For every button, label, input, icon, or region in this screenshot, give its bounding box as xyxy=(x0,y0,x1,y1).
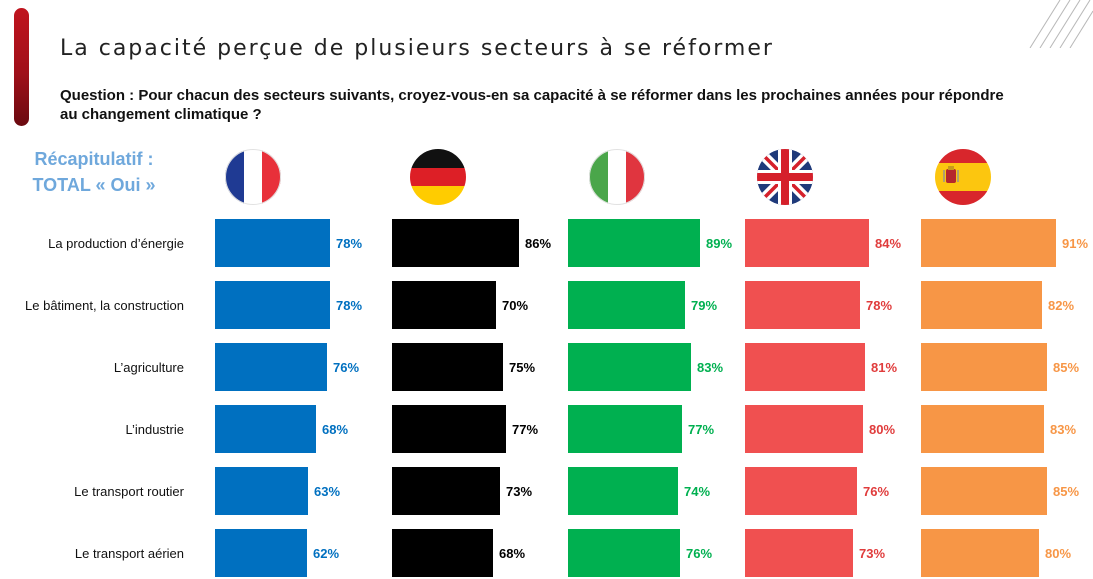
bar-spain-5 xyxy=(921,467,1047,515)
italy-flag-icon xyxy=(589,149,645,205)
category-label-le-transport-aerien: Le transport aérien xyxy=(74,546,184,561)
value-label-france-2: 78% xyxy=(336,298,363,313)
bar-italy-3 xyxy=(568,343,691,391)
germany-flag-icon xyxy=(410,149,466,205)
value-label-france-6: 62% xyxy=(313,546,340,561)
bar-uk-5 xyxy=(745,467,857,515)
bar-spain-3 xyxy=(921,343,1047,391)
category-label-l-agriculture: L’agriculture xyxy=(113,360,184,375)
value-label-germany-2: 70% xyxy=(502,298,529,313)
bar-spain-6 xyxy=(921,529,1039,577)
bar-uk-6 xyxy=(745,529,853,577)
value-label-spain-4: 83% xyxy=(1050,422,1077,437)
category-label-la-production-d-energie: La production d’énergie xyxy=(48,236,184,251)
bar-germany-3 xyxy=(392,343,503,391)
value-label-uk-2: 78% xyxy=(866,298,893,313)
bar-france-3 xyxy=(215,343,327,391)
value-label-germany-4: 77% xyxy=(512,422,539,437)
value-label-uk-1: 84% xyxy=(875,236,902,251)
bar-france-1 xyxy=(215,219,330,267)
value-label-germany-1: 86% xyxy=(525,236,552,251)
bar-france-5 xyxy=(215,467,308,515)
category-label-le-batiment-la-construction: Le bâtiment, la construction xyxy=(25,298,184,313)
recap-line-1: Récapitulatif : xyxy=(34,149,154,169)
bar-italy-5 xyxy=(568,467,678,515)
bar-germany-4 xyxy=(392,405,506,453)
value-label-germany-5: 73% xyxy=(506,484,533,499)
value-label-italy-5: 74% xyxy=(684,484,711,499)
value-label-spain-5: 85% xyxy=(1053,484,1080,499)
value-label-germany-3: 75% xyxy=(509,360,536,375)
bar-uk-1 xyxy=(745,219,869,267)
bar-italy-6 xyxy=(568,529,680,577)
value-label-france-4: 68% xyxy=(322,422,349,437)
decorative-hatch xyxy=(1029,0,1093,48)
page-title: La capacité perçue de plusieurs secteurs… xyxy=(60,36,774,61)
category-label-le-transport-routier: Le transport routier xyxy=(74,484,184,499)
value-label-france-5: 63% xyxy=(314,484,341,499)
value-label-italy-1: 89% xyxy=(706,236,733,251)
bar-germany-6 xyxy=(392,529,493,577)
value-label-uk-4: 80% xyxy=(869,422,896,437)
value-label-italy-2: 79% xyxy=(691,298,718,313)
bar-italy-1 xyxy=(568,219,700,267)
bar-spain-4 xyxy=(921,405,1044,453)
bar-france-4 xyxy=(215,405,316,453)
value-label-france-1: 78% xyxy=(336,236,363,251)
category-label-l-industrie: L’industrie xyxy=(125,422,184,437)
bar-uk-2 xyxy=(745,281,860,329)
uk-flag-icon xyxy=(757,149,813,205)
bar-italy-2 xyxy=(568,281,685,329)
value-label-italy-3: 83% xyxy=(697,360,724,375)
value-label-spain-3: 85% xyxy=(1053,360,1080,375)
value-label-spain-2: 82% xyxy=(1048,298,1075,313)
value-label-spain-1: 91% xyxy=(1062,236,1089,251)
value-label-france-3: 76% xyxy=(333,360,360,375)
survey-question: Question : Pour chacun des secteurs suiv… xyxy=(60,87,1004,123)
value-label-uk-6: 73% xyxy=(859,546,886,561)
value-label-italy-4: 77% xyxy=(688,422,715,437)
value-label-germany-6: 68% xyxy=(499,546,526,561)
bar-italy-4 xyxy=(568,405,682,453)
bar-france-6 xyxy=(215,529,307,577)
recap-line-2: TOTAL « Oui » xyxy=(32,175,156,195)
value-label-spain-6: 80% xyxy=(1045,546,1072,561)
bar-germany-5 xyxy=(392,467,500,515)
france-flag-icon xyxy=(225,149,281,205)
value-label-uk-5: 76% xyxy=(863,484,890,499)
bar-germany-1 xyxy=(392,219,519,267)
bar-france-2 xyxy=(215,281,330,329)
recap-label: Récapitulatif : TOTAL « Oui » xyxy=(14,146,174,198)
bar-uk-3 xyxy=(745,343,865,391)
value-label-uk-3: 81% xyxy=(871,360,898,375)
bar-uk-4 xyxy=(745,405,863,453)
bar-spain-1 xyxy=(921,219,1056,267)
bar-spain-2 xyxy=(921,281,1042,329)
value-label-italy-6: 76% xyxy=(686,546,713,561)
accent-bar xyxy=(14,8,29,126)
spain-flag-icon xyxy=(935,149,991,205)
bar-germany-2 xyxy=(392,281,496,329)
